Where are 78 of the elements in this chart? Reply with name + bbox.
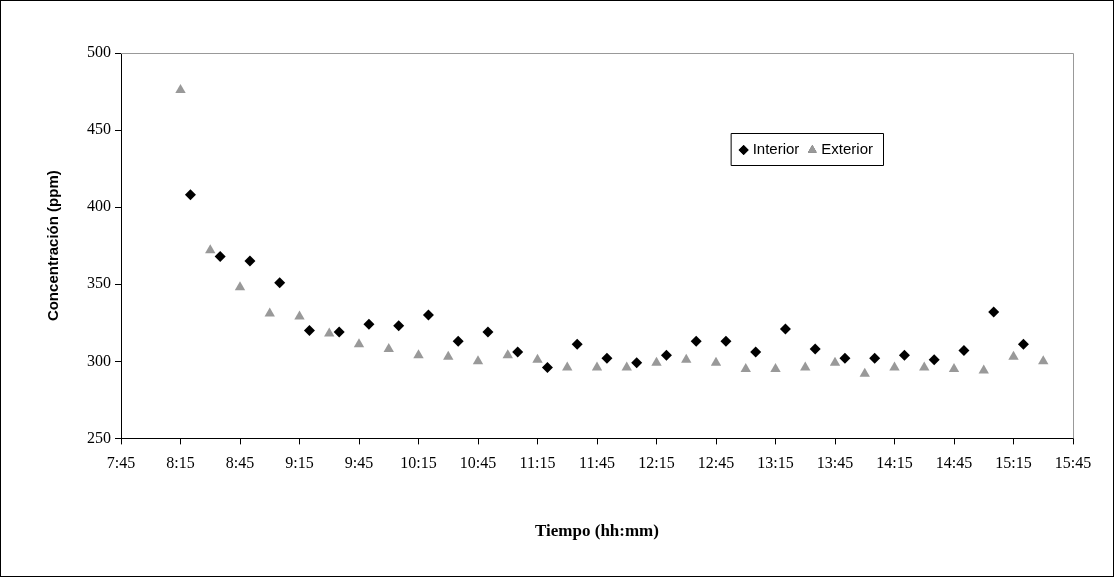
point (740, 363, 751, 373)
legend-label: Interior (752, 140, 800, 158)
x-tick-label: 14:45 (935, 454, 973, 472)
legend-label: Exterior (821, 140, 874, 158)
point (750, 346, 762, 358)
point (502, 349, 513, 359)
point (472, 355, 484, 365)
point (443, 350, 454, 360)
x-tick-label: 8:15 (166, 454, 195, 472)
point (184, 189, 196, 201)
point (274, 277, 286, 289)
point (452, 335, 464, 347)
point (889, 361, 900, 371)
point (631, 357, 643, 369)
point (601, 352, 613, 364)
x-tick-label: 13:15 (757, 454, 794, 472)
point (948, 363, 960, 373)
point (393, 320, 405, 332)
point (244, 255, 256, 267)
y-tick-label: 250 (87, 428, 111, 446)
point (333, 326, 345, 338)
x-tick-label: 7:45 (106, 454, 136, 472)
x-tick-label: 15:45 (1054, 454, 1092, 472)
point (512, 346, 524, 358)
point (234, 281, 246, 291)
point (1008, 350, 1019, 360)
point (829, 356, 841, 366)
point (532, 353, 543, 363)
point (869, 352, 881, 364)
point (770, 363, 781, 373)
x-tick-label: 13:45 (816, 454, 854, 472)
point (571, 338, 583, 350)
x-tick-label: 12:45 (697, 454, 735, 472)
x-tick-label: 12:15 (638, 454, 675, 472)
point (978, 364, 989, 374)
point (809, 343, 821, 355)
y-tick-label: 450 (87, 120, 111, 138)
x-tick-label: 15:15 (995, 454, 1032, 472)
point (363, 318, 375, 330)
y-tick-label: 500 (87, 43, 111, 61)
point (303, 324, 315, 336)
point (690, 335, 702, 347)
point (214, 250, 226, 262)
point (413, 349, 424, 359)
x-tick-label: 9:45 (344, 454, 374, 472)
point (651, 356, 662, 366)
point (294, 310, 305, 320)
point (264, 307, 275, 317)
point (928, 354, 940, 366)
point (958, 345, 970, 357)
y-tick-label: 350 (87, 274, 111, 292)
point (383, 342, 394, 352)
point (482, 326, 494, 338)
point (660, 349, 672, 361)
x-tick-label: 10:15 (400, 454, 437, 472)
point (898, 349, 910, 361)
point (422, 309, 434, 321)
y-tick-label: 300 (87, 351, 111, 369)
point (839, 352, 851, 364)
point (681, 353, 692, 363)
x-tick-label: 11:15 (519, 454, 556, 472)
x-tick-label: 9:15 (285, 454, 314, 472)
x-tick-label: 14:15 (876, 454, 913, 472)
x-tick-label: 10:45 (459, 454, 497, 472)
point (710, 356, 722, 366)
point (720, 335, 732, 347)
point (988, 306, 1000, 318)
y-tick-label: 400 (87, 197, 111, 215)
point (324, 327, 335, 337)
point (1017, 338, 1029, 350)
y-axis-title: Concentración (ppm) (44, 170, 62, 322)
x-tick-label: 11:45 (579, 454, 615, 472)
x-tick-label: 8:45 (225, 454, 255, 472)
point (859, 367, 870, 377)
x-axis-title: Tiempo (hh:mm) (535, 521, 659, 541)
point (353, 338, 365, 348)
point (779, 323, 791, 335)
point (541, 361, 553, 373)
